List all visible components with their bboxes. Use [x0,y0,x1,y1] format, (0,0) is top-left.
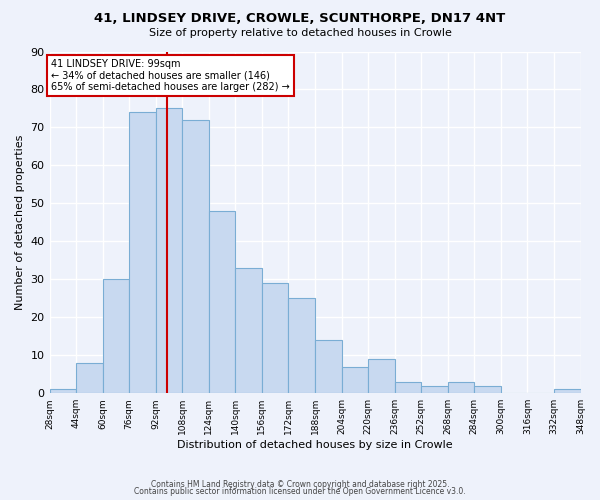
Bar [395,382,421,393]
Bar [368,359,395,393]
X-axis label: Distribution of detached houses by size in Crowle: Distribution of detached houses by size … [177,440,453,450]
Text: Contains HM Land Registry data © Crown copyright and database right 2025.: Contains HM Land Registry data © Crown c… [151,480,449,489]
Bar [50,390,76,393]
Bar [235,268,262,393]
Bar [156,108,182,393]
Y-axis label: Number of detached properties: Number of detached properties [15,134,25,310]
Bar [262,283,289,393]
Bar [76,363,103,393]
Bar [315,340,341,393]
Bar [103,280,129,393]
Bar [289,298,315,393]
Bar [475,386,501,393]
Bar [129,112,156,393]
Bar [182,120,209,393]
Bar [554,390,581,393]
Text: Size of property relative to detached houses in Crowle: Size of property relative to detached ho… [149,28,451,38]
Text: 41, LINDSEY DRIVE, CROWLE, SCUNTHORPE, DN17 4NT: 41, LINDSEY DRIVE, CROWLE, SCUNTHORPE, D… [94,12,506,26]
Bar [209,211,235,393]
Bar [421,386,448,393]
Text: Contains public sector information licensed under the Open Government Licence v3: Contains public sector information licen… [134,487,466,496]
Bar [341,366,368,393]
Bar [448,382,475,393]
Text: 41 LINDSEY DRIVE: 99sqm
← 34% of detached houses are smaller (146)
65% of semi-d: 41 LINDSEY DRIVE: 99sqm ← 34% of detache… [51,59,290,92]
